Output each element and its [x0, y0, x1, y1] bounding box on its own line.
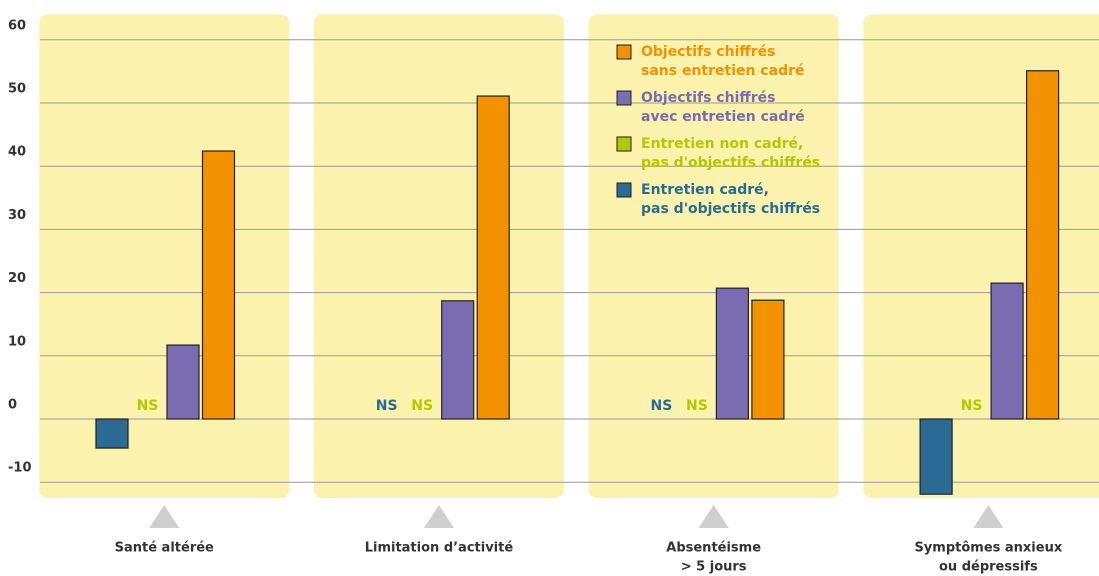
legend-swatch: [616, 90, 632, 106]
x-tick-label: Symptômes anxieux: [914, 541, 1062, 556]
panel: [588, 14, 839, 499]
bar: [919, 418, 953, 495]
y-tick-label: -10: [8, 461, 32, 476]
y-tick-label: 60: [8, 18, 26, 33]
bar: [441, 300, 475, 420]
y-tick-label: 10: [8, 334, 26, 349]
legend-swatch: [616, 136, 632, 152]
marker-triangle: [973, 505, 1004, 528]
bar: [476, 95, 510, 420]
x-tick-label: Santé altérée: [115, 541, 214, 556]
panel: [39, 14, 290, 499]
y-tick-label: 0: [8, 398, 17, 413]
marker-triangle: [423, 505, 454, 528]
legend-label: pas d'objectifs chiffrés: [641, 201, 820, 217]
x-tick-label: Limitation d’activité: [365, 541, 514, 556]
legend-label: sans entretien cadré: [641, 63, 805, 79]
legend-swatch: [616, 182, 632, 198]
bar: [990, 282, 1024, 420]
y-tick-label: 40: [8, 145, 26, 160]
bar: [201, 150, 236, 420]
x-tick-label: Absentéisme: [666, 541, 761, 556]
bar: [95, 418, 129, 449]
x-tick-label: > 5 jours: [681, 560, 747, 575]
x-tick-label: ou dépressifs: [939, 560, 1038, 575]
bar: [715, 287, 750, 420]
marker-triangle: [149, 505, 180, 528]
panel: [863, 14, 1099, 498]
legend-label: Entretien cadré,: [641, 182, 769, 198]
y-tick-label: 30: [8, 208, 26, 223]
ns-label: NS: [411, 398, 433, 414]
legend-swatch: [616, 44, 632, 60]
marker-triangle: [698, 505, 729, 528]
bar: [1025, 70, 1060, 420]
ns-label: NS: [137, 398, 159, 414]
ns-label: NS: [686, 398, 708, 414]
ns-label: NS: [961, 398, 983, 414]
bar: [751, 299, 785, 420]
panel: [313, 14, 564, 499]
legend-label: pas d'objectifs chiffrés: [641, 155, 820, 171]
ns-label: NS: [376, 398, 398, 414]
legend-label: avec entretien cadré: [641, 109, 805, 125]
bar: [166, 344, 200, 420]
legend-label: Objectifs chiffrés: [641, 90, 775, 106]
y-tick-label: 50: [8, 82, 26, 97]
legend-label: Objectifs chiffrés: [641, 44, 775, 60]
y-tick-label: 20: [8, 271, 26, 286]
legend-label: Entretien non cadré,: [641, 136, 803, 152]
ns-label: NS: [650, 398, 672, 414]
